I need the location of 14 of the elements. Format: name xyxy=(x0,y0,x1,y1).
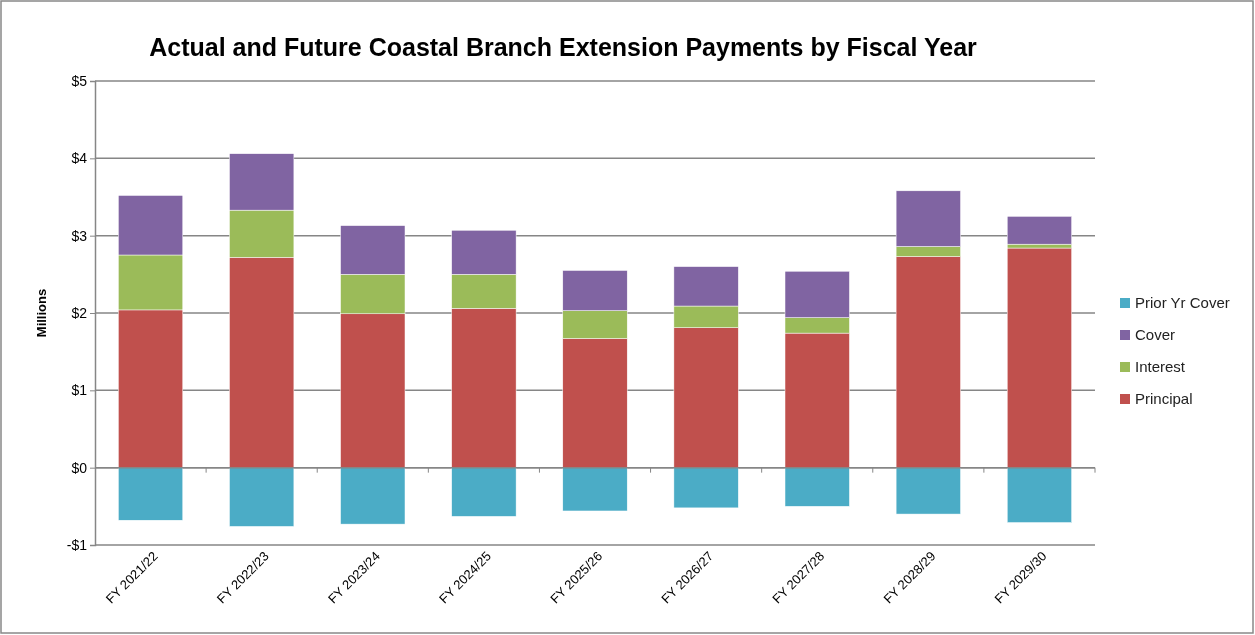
y-tick-label: $2 xyxy=(71,304,88,321)
legend-label: Principal xyxy=(1135,390,1193,407)
y-tick-label: -$1 xyxy=(66,536,88,553)
y-tick-label: $0 xyxy=(71,459,88,476)
bar xyxy=(1006,216,1072,245)
y-axis-title: Millions xyxy=(34,288,49,338)
y-tick-label: $1 xyxy=(71,382,88,399)
chart-title: Actual and Future Coastal Branch Extension Payments by Fiscal Year xyxy=(149,33,978,61)
y-tick-label: $3 xyxy=(71,227,88,244)
legend-label: Cover xyxy=(1135,326,1176,343)
legend-label: Prior Yr Cover xyxy=(1135,294,1230,311)
y-tick-label: $4 xyxy=(71,150,88,167)
y-tick-label: $5 xyxy=(71,72,88,89)
legend-label: Interest xyxy=(1135,358,1186,375)
